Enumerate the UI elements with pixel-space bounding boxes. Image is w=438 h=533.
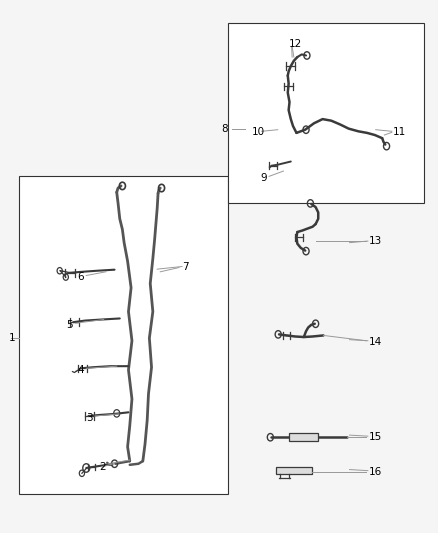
Text: 15: 15: [369, 432, 382, 442]
Text: 6: 6: [78, 272, 84, 282]
Bar: [289, 433, 318, 441]
Text: 3: 3: [86, 413, 93, 423]
Text: 5: 5: [67, 320, 73, 330]
Text: 8: 8: [221, 124, 228, 134]
Text: 2: 2: [99, 462, 106, 472]
Text: 9: 9: [260, 173, 267, 183]
Bar: [19, 176, 228, 495]
Bar: [228, 22, 424, 203]
Text: 7: 7: [182, 262, 189, 271]
Bar: [276, 467, 312, 474]
Text: 11: 11: [393, 127, 406, 138]
Text: 13: 13: [369, 236, 382, 246]
Text: 10: 10: [252, 127, 265, 138]
Text: 1: 1: [9, 333, 16, 343]
Text: 16: 16: [369, 467, 382, 477]
Text: 12: 12: [289, 39, 302, 49]
Text: 4: 4: [78, 365, 84, 375]
Text: 14: 14: [369, 337, 382, 347]
